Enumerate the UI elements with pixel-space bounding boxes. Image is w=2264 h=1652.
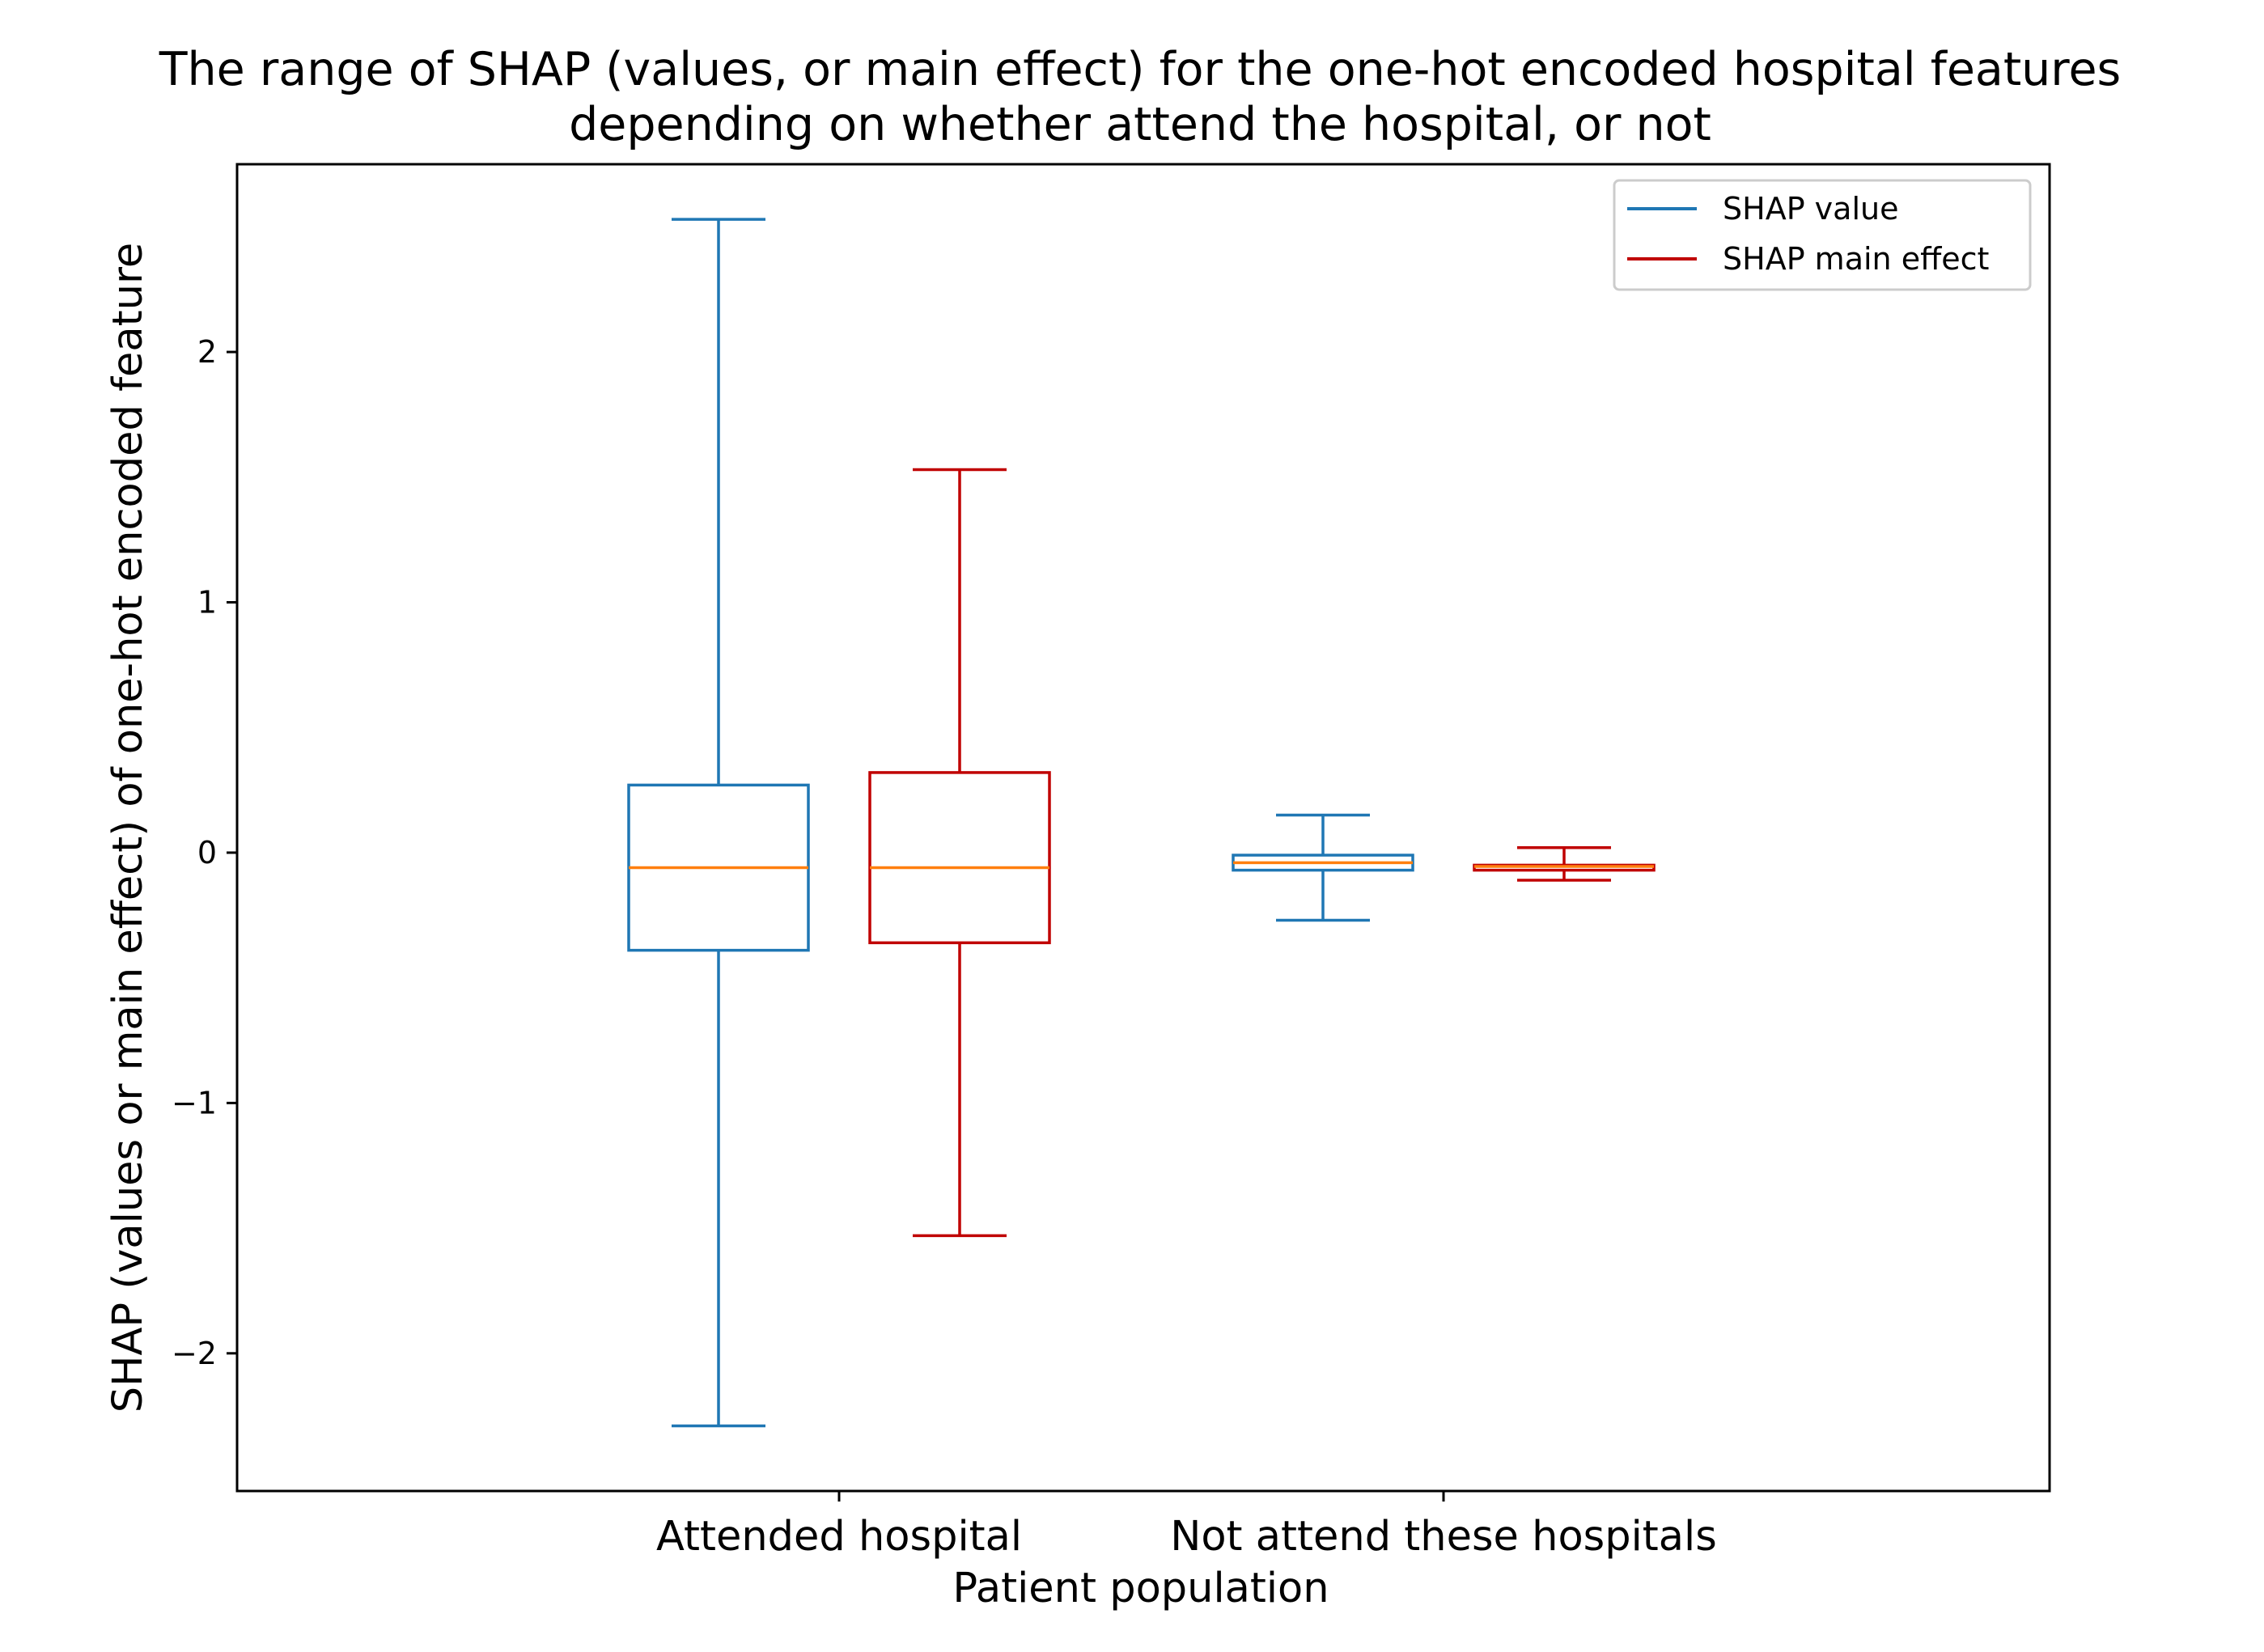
chart-title-line-1: The range of SHAP (values, or main effec… bbox=[159, 43, 2122, 96]
x-tick-label: Not attend these hospitals bbox=[1170, 1513, 1717, 1561]
y-tick-label: 1 bbox=[197, 585, 217, 621]
y-axis-ticks: −2 −1 0 1 2 bbox=[172, 334, 237, 1371]
x-axis-ticks: Attended hospital Not attend these hospit… bbox=[656, 1491, 1717, 1561]
box-shap-value-not-attend bbox=[1232, 813, 1414, 922]
legend: SHAP value SHAP main effect bbox=[1613, 179, 2032, 291]
y-tick-label: −1 bbox=[172, 1085, 217, 1120]
chart-title: The range of SHAP (values, or main effec… bbox=[159, 43, 2122, 151]
y-tick-label: 2 bbox=[197, 334, 217, 370]
box-shap-main-effect-not-attend bbox=[1473, 846, 1656, 882]
y-axis-label: SHAP (values or main effect) of one-hot … bbox=[104, 243, 152, 1413]
plot-area-frame bbox=[235, 163, 2051, 1493]
iqr-box bbox=[868, 771, 1051, 945]
y-tick-label: 0 bbox=[197, 835, 217, 870]
x-tick-label: Attended hospital bbox=[656, 1513, 1022, 1561]
legend-label-shap-value: SHAP value bbox=[1723, 191, 1898, 227]
box-shap-value-attended bbox=[627, 218, 810, 1428]
chart-title-line-2: depending on whether attend the hospital… bbox=[569, 98, 1711, 151]
x-axis-label: Patient population bbox=[952, 1565, 1329, 1612]
legend-label-shap-main-effect: SHAP main effect bbox=[1723, 241, 1989, 277]
box-shap-main-effect-attended bbox=[868, 468, 1051, 1238]
legend-frame bbox=[1613, 179, 2032, 291]
box-plot-boxes bbox=[627, 218, 1656, 1428]
y-tick-label: −2 bbox=[172, 1336, 217, 1371]
